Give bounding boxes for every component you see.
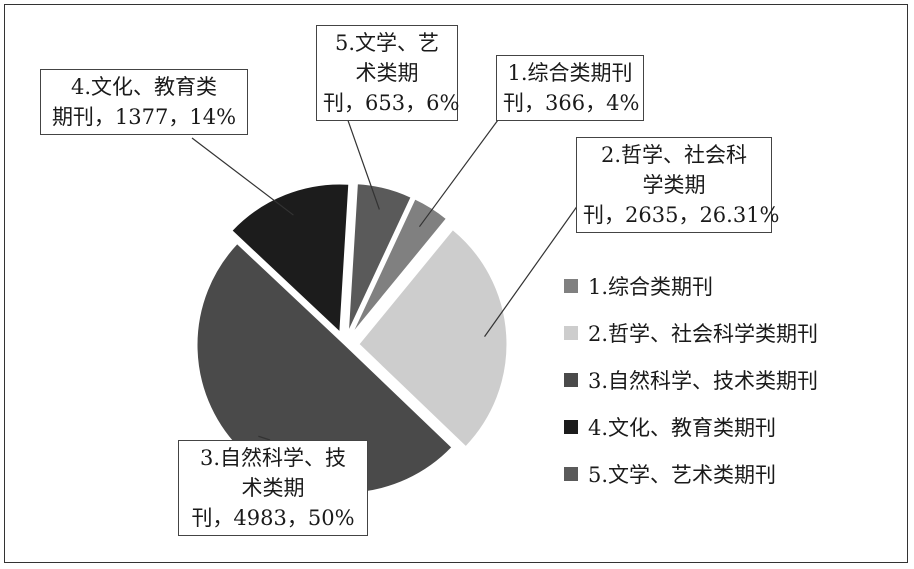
legend: 1.综合类期刊 2.哲学、社会科学类期刊 3.自然科学、技术类期刊 4.文化、教… [564,262,818,497]
slice-label-4: 4.文化、教育类 期刊，1377，14% [40,69,248,135]
legend-swatch-2 [564,325,578,340]
leader-line-1 [418,119,499,228]
legend-label-1: 1.综合类期刊 [588,274,714,299]
legend-label-4: 4.文化、教育类期刊 [588,415,777,440]
pie-slice-4 [231,183,350,334]
legend-label-3: 3.自然科学、技术类期刊 [588,368,819,393]
leader-line-2 [484,204,579,337]
legend-item-1: 1.综合类期刊 [564,262,818,309]
legend-swatch-1 [564,278,578,293]
leader-line-5 [344,111,380,210]
leader-line-3 [258,435,271,441]
slice-label-2: 2.哲学、社会科 学类期 刊，2635，26.31% [576,137,780,233]
legend-swatch-4 [564,419,578,434]
slice-label-5: 5.文学、艺 术类期 刊，653，6% [316,25,459,121]
legend-label-2: 2.哲学、社会科学类期刊 [588,321,819,346]
legend-item-5: 5.文学、艺术类期刊 [564,450,818,497]
slice-label-3: 3.自然科学、技 术类期 刊，4983，50% [178,440,368,536]
pie-slices [196,183,508,494]
legend-item-3: 3.自然科学、技术类期刊 [564,356,818,403]
legend-label-5: 5.文学、艺术类期刊 [588,462,777,487]
pie-slice-1 [352,198,448,334]
legend-item-2: 2.哲学、社会科学类期刊 [564,309,818,356]
pie-slice-5 [347,183,412,332]
pie-slice-2 [358,229,508,448]
legend-swatch-3 [564,372,578,387]
leader-lines [191,111,579,441]
legend-item-4: 4.文化、教育类期刊 [564,403,818,450]
slice-label-1: 1.综合类期刊 刊，366，4% [496,55,644,121]
leader-line-4 [191,137,294,216]
legend-swatch-5 [564,466,578,481]
